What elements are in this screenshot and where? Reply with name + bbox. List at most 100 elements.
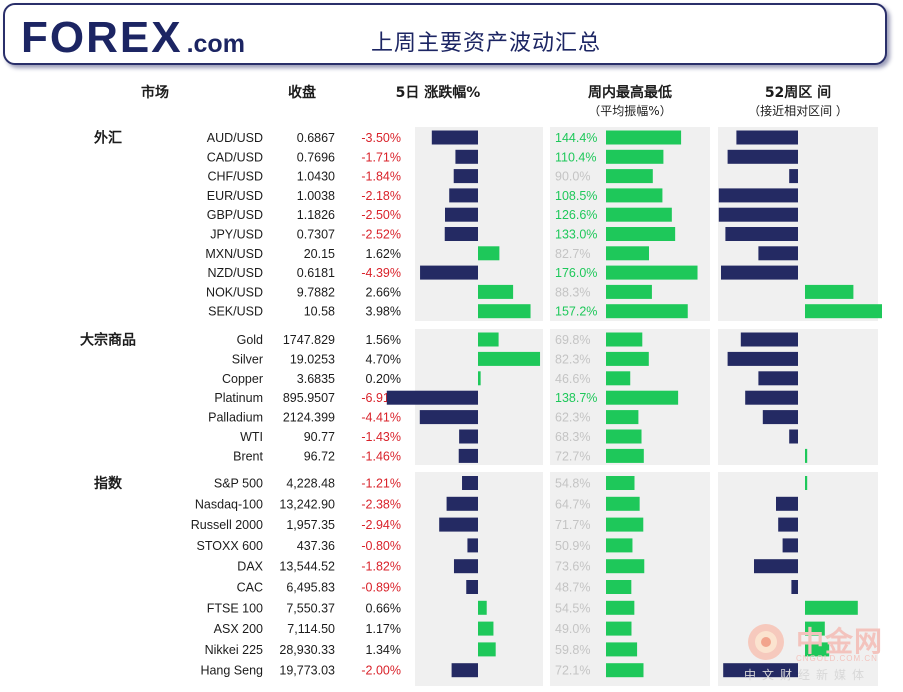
asset-name: Brent bbox=[233, 449, 263, 463]
week52-bar bbox=[758, 246, 798, 261]
range-bar bbox=[606, 149, 664, 164]
asset-name: Gold bbox=[237, 333, 263, 347]
watermark: 中金网 CNGOLD.COM.CN 中文财经新媒体 bbox=[744, 616, 894, 686]
asset-name: Palladium bbox=[208, 411, 263, 425]
cngold-logo-icon bbox=[748, 624, 784, 660]
close-value: 1747.829 bbox=[283, 333, 335, 347]
table-row: Nikkei 225 28,930.33 1.34% 59.8% bbox=[205, 642, 830, 657]
change-bar bbox=[467, 538, 478, 553]
week52-bar bbox=[805, 476, 808, 490]
table-row: GBP/USD 1.1826 -2.50% 126.6% bbox=[207, 207, 798, 222]
close-value: 7,114.50 bbox=[287, 622, 335, 636]
change-bar bbox=[478, 304, 531, 319]
change-percent: 3.98% bbox=[366, 305, 401, 319]
change-percent: 2.66% bbox=[366, 285, 401, 299]
range-percent: 48.7% bbox=[555, 581, 590, 595]
range-bar bbox=[606, 600, 635, 615]
change-percent: 1.62% bbox=[366, 247, 401, 261]
table-row: NZD/USD 0.6181 -4.39% 176.0% bbox=[207, 265, 798, 280]
change-percent: 0.66% bbox=[366, 601, 401, 615]
close-value: 28,930.33 bbox=[279, 643, 335, 657]
change-percent: -1.43% bbox=[361, 430, 401, 444]
asset-name: DAX bbox=[237, 560, 263, 574]
asset-name: GBP/USD bbox=[207, 208, 263, 222]
change-percent: -1.84% bbox=[361, 170, 401, 184]
week52-bar bbox=[758, 371, 798, 386]
range-percent: 108.5% bbox=[555, 189, 597, 203]
change-bar bbox=[478, 642, 496, 657]
range-bar bbox=[606, 476, 635, 490]
table-row: DAX 13,544.52 -1.82% 73.6% bbox=[237, 559, 798, 574]
change-percent: -1.21% bbox=[361, 477, 401, 491]
change-bar bbox=[446, 496, 478, 511]
table-row: Hang Seng 19,773.03 -2.00% 72.1% bbox=[200, 663, 798, 678]
table-row: Russell 2000 1,957.35 -2.94% 71.7% bbox=[191, 517, 798, 532]
week52-bar bbox=[778, 517, 798, 532]
change-bar bbox=[444, 227, 478, 241]
table-row: SEK/USD 10.58 3.98% 157.2% bbox=[208, 304, 882, 319]
range-percent: 62.3% bbox=[555, 411, 590, 425]
week52-bar bbox=[805, 621, 825, 636]
change-bar bbox=[478, 371, 481, 386]
change-bar bbox=[478, 246, 500, 261]
table-row: NOK/USD 9.7882 2.66% 88.3% bbox=[206, 284, 854, 299]
range-bar bbox=[606, 642, 638, 657]
change-percent: 0.20% bbox=[366, 372, 401, 386]
range-bar bbox=[606, 410, 639, 425]
watermark-site: CNGOLD.COM.CN bbox=[796, 654, 878, 663]
range-percent: 49.0% bbox=[555, 622, 590, 636]
range-percent: 72.1% bbox=[555, 664, 590, 678]
range-percent: 71.7% bbox=[555, 518, 590, 532]
range-bar bbox=[606, 246, 650, 261]
column-subheader-range: （平均振幅%） bbox=[588, 103, 671, 118]
data-rows: 外汇 AUD/USD 0.6867 -3.50% 144.4% CAD/USD 0.7696… bbox=[80, 130, 882, 678]
range-percent: 72.7% bbox=[555, 449, 590, 463]
close-value: 7,550.37 bbox=[286, 601, 335, 615]
change-percent: -4.39% bbox=[361, 266, 401, 280]
group-label: 大宗商品 bbox=[80, 332, 136, 349]
range-bar bbox=[606, 351, 649, 366]
asset-name: Hang Seng bbox=[200, 664, 263, 678]
close-value: 0.6867 bbox=[297, 131, 335, 145]
range-bar bbox=[606, 304, 688, 319]
asset-name: EUR/USD bbox=[207, 189, 263, 203]
change-bar bbox=[478, 332, 499, 347]
range-percent: 64.7% bbox=[555, 497, 590, 511]
range-percent: 46.6% bbox=[555, 372, 590, 386]
change-percent: -2.94% bbox=[361, 518, 401, 532]
week52-bar bbox=[789, 429, 798, 444]
range-percent: 82.3% bbox=[555, 352, 590, 366]
table-row: Brent 96.72 -1.46% 72.7% bbox=[233, 448, 808, 463]
change-bar bbox=[453, 169, 478, 184]
range-bar bbox=[606, 390, 679, 405]
close-value: 2124.399 bbox=[283, 411, 335, 425]
asset-name: Platinum bbox=[214, 391, 263, 405]
week52-bar bbox=[725, 227, 798, 241]
table-row: FTSE 100 7,550.37 0.66% 54.5% bbox=[207, 600, 858, 615]
column-header-close: 收盘 bbox=[288, 84, 316, 101]
close-value: 1.0430 bbox=[297, 170, 335, 184]
close-value: 13,242.90 bbox=[279, 497, 335, 511]
change-percent: 4.70% bbox=[366, 352, 401, 366]
column-header-range: 周内最高最低 bbox=[588, 84, 672, 101]
table-row: CAC 6,495.83 -0.89% 48.7% bbox=[237, 580, 798, 595]
group-label: 外汇 bbox=[94, 130, 122, 147]
table-row: Copper 3.6835 0.20% 46.6% bbox=[222, 371, 798, 386]
week52-bar bbox=[805, 304, 882, 319]
range-percent: 54.8% bbox=[555, 477, 590, 491]
change-bar bbox=[451, 663, 478, 678]
week52-bar bbox=[740, 332, 798, 347]
range-bar bbox=[606, 429, 642, 444]
range-bar bbox=[606, 371, 631, 386]
change-percent: -1.46% bbox=[361, 449, 401, 463]
forex-logo[interactable]: FOREX .com bbox=[21, 16, 245, 60]
asset-name: CAC bbox=[237, 581, 263, 595]
range-percent: 59.8% bbox=[555, 643, 590, 657]
change-bar bbox=[462, 476, 478, 490]
asset-name: WTI bbox=[240, 430, 263, 444]
range-percent: 176.0% bbox=[555, 266, 597, 280]
range-percent: 157.2% bbox=[555, 305, 597, 319]
week52-bar bbox=[727, 149, 798, 164]
asset-name: SEK/USD bbox=[208, 305, 263, 319]
